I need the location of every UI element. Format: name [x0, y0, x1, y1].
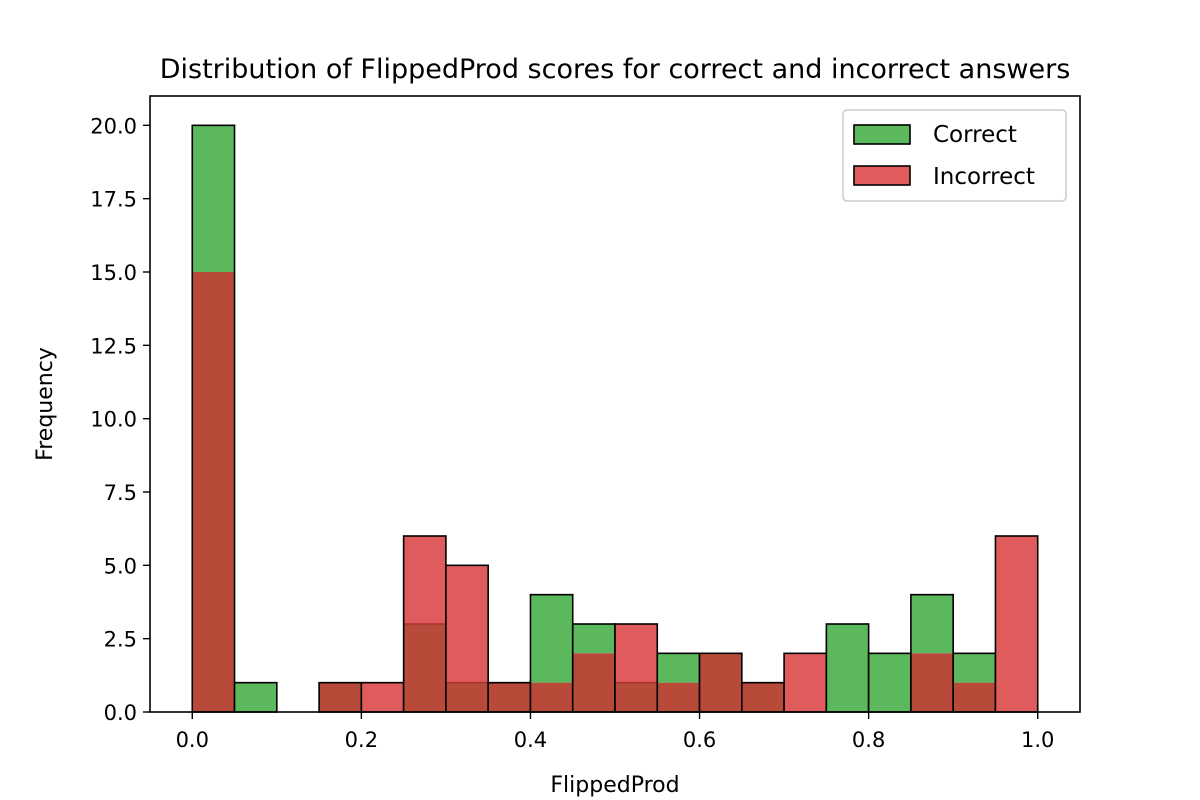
bar-correct-15: [826, 624, 869, 712]
bar-correct-17: [910, 594, 954, 654]
x-tick-label: 0.0: [176, 728, 209, 752]
bars-layer: [191, 124, 1039, 713]
bar-incorrect-4: [361, 682, 404, 712]
y-tick-label: 7.5: [104, 481, 137, 505]
y-tick-label: 0.0: [104, 701, 137, 725]
bar-correct-1: [234, 682, 277, 712]
bar-correct-9: [572, 624, 615, 654]
bar-incorrect-19: [995, 536, 1038, 712]
y-axis: 0.0 2.5 5.0 7.5 10.0 12.5 15.0 17.5 20.0: [90, 114, 150, 725]
bar-correct-16: [868, 653, 911, 712]
y-axis-label: Frequency: [33, 347, 58, 461]
bar-correct-8: [530, 594, 573, 683]
legend-label-correct: Correct: [933, 122, 1017, 148]
bar-overlap-3: [319, 682, 362, 712]
bar-correct-18: [953, 653, 996, 683]
legend-label-incorrect: Incorrect: [933, 164, 1035, 190]
bar-incorrect-10: [615, 624, 658, 683]
y-tick-label: 2.5: [104, 628, 137, 652]
bar-correct-11: [657, 653, 700, 683]
x-tick-label: 0.4: [514, 728, 547, 752]
legend: Correct Incorrect: [842, 109, 1067, 202]
bar-correct-0: [192, 125, 235, 272]
y-tick-label: 15.0: [90, 261, 137, 285]
plot-frame: [149, 95, 1081, 713]
bar-overlap-6: [445, 682, 489, 712]
bar-overlap-0: [192, 272, 235, 712]
bar-overlap-13: [741, 682, 785, 712]
x-tick-label: 0.8: [852, 728, 885, 752]
bar-overlap-8: [530, 682, 573, 712]
bar-incorrect-14: [784, 653, 827, 712]
y-tick-label: 17.5: [90, 188, 137, 212]
y-tick-label: 10.0: [90, 408, 137, 432]
x-tick-label: 1.0: [1021, 728, 1054, 752]
bar-incorrect-6: [445, 565, 489, 683]
bar-overlap-17: [910, 653, 954, 712]
bar-overlap-12: [699, 653, 742, 712]
y-tick-label: 20.0: [90, 114, 137, 138]
y-tick-label: 12.5: [90, 334, 137, 358]
x-axis-label: FlippedProd: [550, 773, 679, 798]
legend-swatch-correct: [853, 124, 911, 145]
bar-overlap-9: [572, 653, 615, 712]
x-tick-label: 0.6: [683, 728, 716, 752]
bar-overlap-10: [615, 682, 658, 712]
x-tick-label: 0.2: [345, 728, 378, 752]
bar-overlap-11: [657, 682, 700, 712]
chart-title: Distribution of FlippedProd scores for c…: [160, 54, 1071, 85]
y-tick-label: 5.0: [104, 554, 137, 578]
bar-overlap-18: [953, 682, 996, 712]
legend-swatch-incorrect: [853, 165, 911, 186]
bar-overlap-7: [488, 682, 531, 712]
bar-incorrect-5: [403, 536, 446, 624]
x-axis: 0.0 0.2 0.4 0.6 0.8 1.0: [176, 712, 1054, 752]
bar-overlap-5: [403, 624, 446, 712]
